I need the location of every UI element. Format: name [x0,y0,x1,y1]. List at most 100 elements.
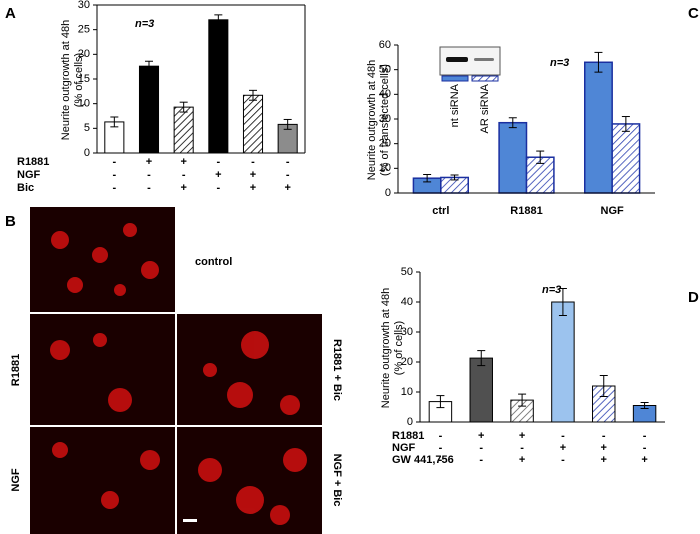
annotation: n=3 [135,18,154,30]
cells [50,223,307,525]
x-tick-label: NGF [601,205,625,217]
treatment-sign: - [286,169,290,181]
scale-bar [183,519,197,522]
treatment-sign: + [601,442,607,454]
treatment-sign: - [439,442,443,454]
legend-swatch [471,75,499,82]
micrograph [30,314,175,425]
y-tick-label: 40 [379,88,391,100]
treatment-sign: - [112,182,116,194]
treatment-sign: - [147,182,151,194]
bar [173,106,194,154]
treatment-sign: - [251,156,255,168]
y-axis-label: Neurite outgrowth at 48h [366,60,378,180]
error-bar [249,89,257,101]
annotation: n=3 [542,284,561,296]
error-bar [640,402,649,409]
y-axis-label: Neurite outgrowth at 48h [380,288,392,408]
error-bar [621,116,630,132]
blot-band [474,58,494,61]
treatment-label: NGF [392,442,416,454]
error-bar [423,174,432,183]
y-tick-label: 30 [379,113,391,125]
treatment-label: GW 441,756 [392,454,454,466]
y-tick-label: 60 [379,39,391,51]
treatment-sign: - [520,442,524,454]
treatment-sign: - [439,430,443,442]
treatment-sign: + [215,169,221,181]
error-bar [110,116,119,128]
y-axis-label: (% of transfected cells) [379,64,391,176]
legend-swatch [441,75,469,82]
error-bar [518,393,527,407]
treatment-sign: - [112,156,116,168]
panel-label: A [5,5,16,22]
treatment-sign: + [250,182,256,194]
treatment-sign: - [561,430,565,442]
bar [469,357,493,423]
micrograph [177,427,322,534]
panel-b: B control R1881 R1881 + Bic NGF NGF + Bi… [5,207,343,534]
y-tick-label: 0 [385,187,391,199]
treatment-sign: + [478,430,484,442]
treatment-sign: - [479,454,483,466]
treatment-sign: + [601,454,607,466]
y-tick-label: 50 [401,266,413,278]
error-bar [450,174,459,181]
error-bar [179,101,188,113]
error-bar [283,118,292,130]
image-label: control [195,256,232,268]
error-bar [536,150,545,164]
error-bar [145,60,153,72]
y-tick-label: 25 [78,24,90,36]
bar [242,94,264,154]
treatment-label: Bic [17,182,34,194]
treatment-sign: - [216,156,220,168]
legend-label: AR siRNA [479,83,491,133]
y-tick-label: 40 [401,296,413,308]
y-tick-label: 0 [407,416,413,428]
treatment-sign: - [439,454,443,466]
y-axis-label: Neurite outgrowth at 48h [60,20,72,140]
bar [611,123,641,194]
bar [498,121,528,194]
bar [208,19,229,154]
error-bar [599,375,608,397]
x-tick-label: ctrl [432,205,449,217]
treatment-sign: + [284,182,290,194]
y-tick-label: 15 [78,73,90,85]
treatment-sign: + [180,182,186,194]
y-tick-label: 20 [78,48,90,60]
panel-label: D [688,289,699,306]
treatment-sign: - [112,169,116,181]
y-axis-label: (% of cells) [73,53,85,107]
treatment-sign: + [146,156,152,168]
image-label: R1881 + Bic [331,339,343,401]
treatment-sign: - [286,156,290,168]
treatment-sign: + [519,454,525,466]
y-tick-label: 10 [379,162,391,174]
error-bar [558,288,567,316]
treatment-sign: + [180,156,186,168]
micrograph [177,314,322,425]
x-tick-label: R1881 [510,205,542,217]
treatment-sign: + [519,430,525,442]
treatment-label: R1881 [17,156,49,168]
image-label: NGF + Bic [331,454,343,507]
y-tick-label: 20 [401,356,413,368]
error-bar [594,51,603,73]
panel-label: B [5,213,16,230]
treatment-sign: - [479,442,483,454]
treatment-sign: - [643,442,647,454]
y-tick-label: 10 [78,98,90,110]
treatment-sign: - [602,430,606,442]
treatment-sign: - [643,430,647,442]
y-tick-label: 30 [401,326,413,338]
y-tick-label: 20 [379,138,391,150]
treatment-sign: + [560,442,566,454]
error-bar [214,14,223,26]
error-bar [508,117,517,129]
treatment-sign: - [561,454,565,466]
legend-label: nt siRNA [449,83,461,127]
y-tick-label: 5 [84,122,90,134]
